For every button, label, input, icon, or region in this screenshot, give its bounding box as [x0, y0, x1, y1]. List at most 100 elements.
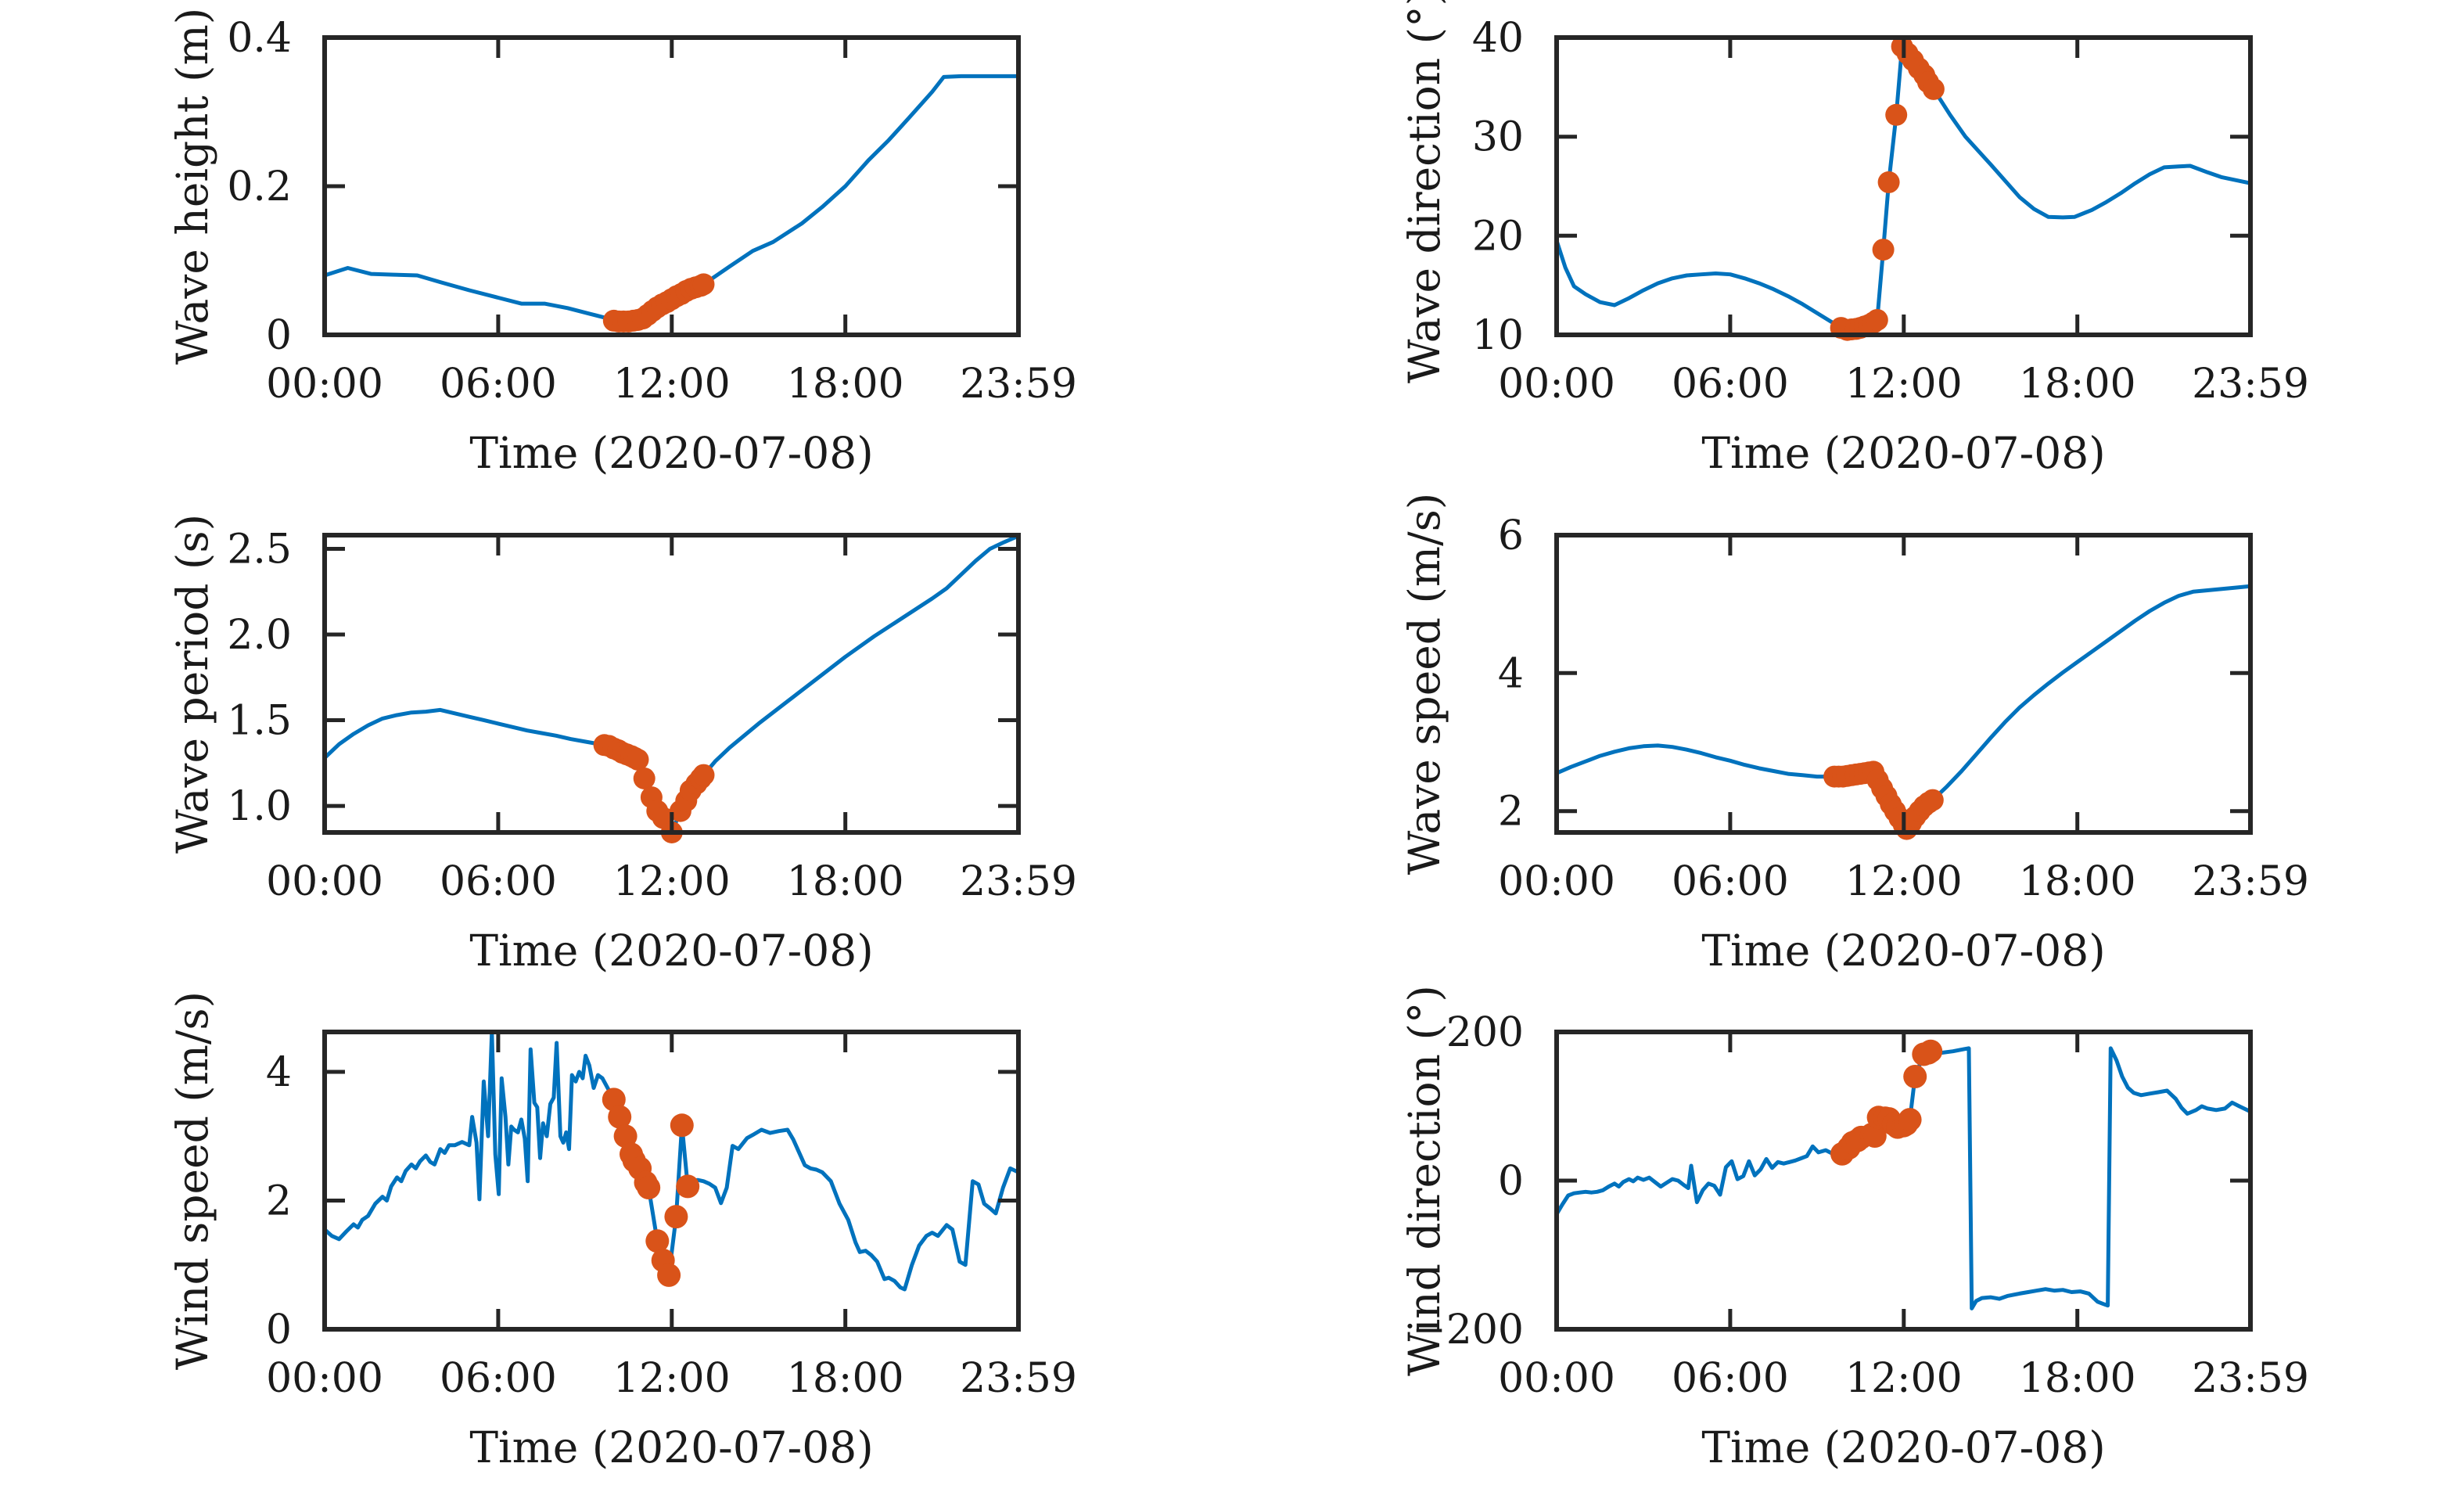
x-axis-label: Time (2020-07-08) [1701, 1422, 2105, 1472]
y-tick-label: 0.4 [227, 15, 292, 62]
y-axis-label: Wave period (s) [167, 514, 217, 854]
y-tick-label: 0 [1498, 1158, 1524, 1205]
x-tick-label: 23:59 [2192, 858, 2309, 905]
y-tick-label: 0.2 [227, 164, 292, 210]
x-tick-label: 06:00 [440, 1355, 557, 1402]
y-tick-label: 1.0 [227, 783, 292, 830]
x-tick-label: 12:00 [1845, 858, 1963, 905]
data-point [1921, 789, 1944, 811]
data-point [1872, 239, 1895, 261]
y-tick-label: 0 [266, 312, 292, 359]
x-tick-label: 06:00 [1672, 1355, 1789, 1402]
data-point [627, 748, 649, 771]
y-tick-label: 2 [1498, 788, 1524, 835]
y-tick-label: 4 [1498, 650, 1524, 697]
x-tick-label: 18:00 [787, 858, 904, 905]
x-tick-label: 12:00 [1845, 361, 1963, 408]
data-point [608, 1105, 632, 1129]
data-point [670, 1113, 694, 1138]
data-point [613, 1124, 638, 1149]
x-tick-label: 06:00 [440, 361, 557, 408]
x-tick-label: 12:00 [1845, 1355, 1963, 1402]
x-axis-label: Time (2020-07-08) [469, 428, 873, 478]
x-tick-label: 06:00 [440, 858, 557, 905]
data-point [692, 273, 715, 296]
data-point [637, 1176, 661, 1200]
x-tick-label: 23:59 [2192, 361, 2309, 408]
y-tick-label: 20 [1472, 213, 1524, 260]
y-tick-label: 2.5 [227, 526, 292, 573]
x-tick-label: 12:00 [613, 858, 731, 905]
data-point [1866, 308, 1888, 331]
data-point [645, 1229, 670, 1253]
axis-ticks [322, 1032, 1021, 1332]
plot-background [1232, 497, 2464, 995]
y-tick-label: 6 [1498, 512, 1524, 559]
plot-background [0, 0, 1232, 498]
x-tick-label: 06:00 [1672, 858, 1789, 905]
highlighted-samples-wind-speed [602, 1088, 700, 1288]
highlighted-samples-wave-speed [1823, 760, 1944, 840]
highlighted-samples-wave-period [593, 733, 715, 843]
subplot-wind-direction: 00:00 06:00 12:00 18:00 23:59 −200 0 200 Time (2… [1232, 985, 2464, 1492]
y-tick-label: 40 [1472, 15, 1524, 62]
plot-background [0, 994, 1232, 1492]
y-axis-label: Wind speed (m/s) [167, 991, 217, 1370]
axis-ticks [322, 534, 1021, 832]
data-point [692, 764, 715, 786]
subplot-wave-speed: 00:00 06:00 12:00 18:00 23:59 2 4 6 Time (2020-0… [1232, 492, 2464, 995]
axis-ticks [1554, 35, 2253, 337]
x-tick-label: 00:00 [1498, 361, 1615, 408]
x-tick-label: 00:00 [266, 361, 383, 408]
subplot-wave-period: 00:00 06:00 12:00 18:00 23:59 1.0 1.5 2.0 2.5 Tim… [0, 497, 1232, 995]
y-tick-label: 200 [1446, 1009, 1524, 1056]
x-axis-label: Time (2020-07-08) [1701, 926, 2105, 976]
x-tick-label: 18:00 [2019, 858, 2136, 905]
y-axis-label: Wave speed (m/s) [1399, 492, 1449, 875]
x-tick-label: 06:00 [1672, 361, 1789, 408]
x-tick-label: 18:00 [2019, 1355, 2136, 1402]
x-tick-label: 00:00 [1498, 1355, 1615, 1402]
highlighted-samples-wind-direction [1830, 1040, 1943, 1167]
y-tick-label: 4 [266, 1049, 292, 1096]
subplot-wind-speed: 00:00 06:00 12:00 18:00 23:59 0 2 4 Time (2020-0… [0, 991, 1232, 1492]
x-tick-label: 23:59 [960, 858, 1077, 905]
y-tick-label: −200 [1412, 1307, 1524, 1354]
data-point [633, 767, 656, 789]
subplot-wave-height: 00:00 06:00 12:00 18:00 23:59 0 0.2 0.4 Time (20… [0, 0, 1232, 498]
subplot-wave-direction: 00:00 06:00 12:00 18:00 23:59 10 20 30 40 Time (2… [1232, 0, 2464, 498]
x-tick-label: 12:00 [613, 1355, 731, 1402]
data-line-wave-direction [1557, 44, 2250, 333]
data-point [1903, 1065, 1927, 1089]
x-axis-label: Time (2020-07-08) [469, 926, 873, 976]
x-axis-label: Time (2020-07-08) [1701, 428, 2105, 478]
data-point [664, 1205, 688, 1229]
y-tick-label: 1.5 [227, 697, 292, 744]
data-line-wind-speed [325, 1032, 1018, 1292]
axis-ticks [1554, 1030, 2253, 1332]
x-tick-label: 18:00 [787, 361, 904, 408]
y-tick-label: 0 [266, 1307, 292, 1354]
x-tick-label: 23:59 [2192, 1355, 2309, 1402]
y-tick-label: 2.0 [227, 612, 292, 659]
x-tick-label: 23:59 [960, 1355, 1077, 1402]
y-axis-label: Wind direction (°) [1399, 985, 1449, 1376]
data-point [1898, 1108, 1922, 1132]
highlighted-samples-wave-height [602, 273, 715, 333]
plot-background [1232, 994, 2464, 1492]
y-tick-label: 30 [1472, 114, 1524, 161]
y-tick-label: 10 [1472, 312, 1524, 359]
data-point [1877, 171, 1900, 193]
x-axis-label: Time (2020-07-08) [469, 1422, 873, 1472]
plot-background [1232, 0, 2464, 498]
data-point [1862, 1124, 1887, 1149]
axis-ticks [322, 35, 1021, 337]
data-point [1919, 1040, 1943, 1064]
y-axis-label: Wave direction (°) [1399, 0, 1449, 383]
x-tick-label: 18:00 [2019, 361, 2136, 408]
y-tick-label: 2 [266, 1178, 292, 1225]
axis-ticks [1554, 533, 2253, 832]
data-point [1885, 103, 1908, 126]
x-tick-label: 18:00 [787, 1355, 904, 1402]
